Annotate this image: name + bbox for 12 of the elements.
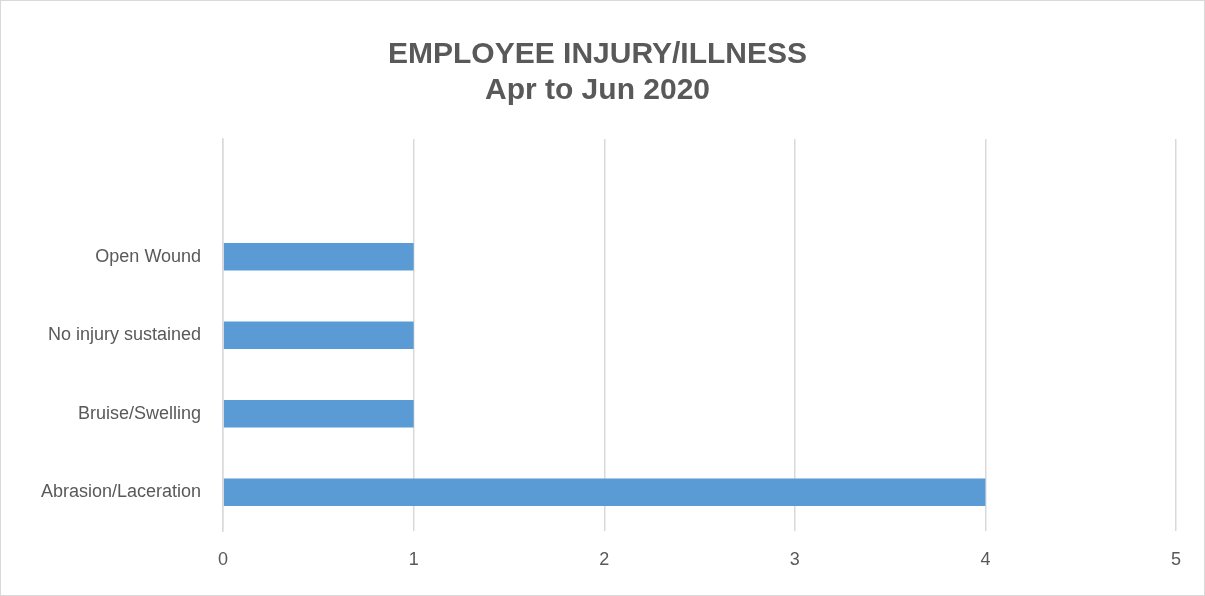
x-tick-label: 0 xyxy=(218,549,229,570)
x-tick-label: 1 xyxy=(408,549,419,570)
y-tick-label: Bruise/Swelling xyxy=(78,402,202,423)
y-tick-label: Open Wound xyxy=(95,245,202,266)
x-tick-label: 5 xyxy=(1170,549,1182,570)
x-tick-label: 4 xyxy=(980,549,991,570)
text: EMPLOYEE INJURY/ILLNESS xyxy=(388,36,807,70)
y-tick-label: No injury sustained xyxy=(48,324,202,345)
y-tick-label: Abrasion/Laceration xyxy=(40,481,202,502)
text: Apr to Jun 2020 xyxy=(484,72,711,106)
x-tick-label: 2 xyxy=(599,549,610,570)
x-tick-label: 3 xyxy=(789,549,800,570)
